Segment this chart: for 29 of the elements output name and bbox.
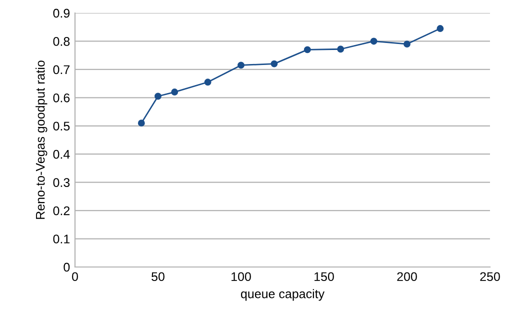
point — [337, 46, 344, 53]
y-tick-label: 0.6 — [53, 93, 70, 102]
x-axis-title: queue capacity — [240, 289, 325, 301]
point — [138, 120, 145, 127]
y-tick-label: 0.9 — [53, 8, 70, 18]
y-axis-title: Reno-to-Vegas goodput ratio — [36, 60, 48, 219]
x-tick-label: 200 — [397, 272, 417, 282]
y-tick-label: 0.1 — [53, 234, 70, 244]
y-tick-label: 0.7 — [53, 65, 70, 74]
point — [404, 40, 410, 48]
point — [204, 78, 212, 86]
point — [436, 25, 444, 32]
y-tick-label: 0.2 — [53, 206, 70, 216]
y-tick-label: 0.5 — [53, 122, 70, 131]
x-tick-label: 250 — [480, 272, 500, 282]
y-tick-label: 0.8 — [53, 37, 70, 46]
x-tick-label: 150 — [314, 272, 334, 282]
point — [154, 92, 162, 100]
point — [270, 60, 278, 68]
x-tick-label: 100 — [232, 272, 251, 282]
x-tick-label: 50 — [152, 272, 164, 282]
point — [304, 46, 311, 54]
y-tick-label: 0.4 — [53, 150, 70, 159]
point — [370, 38, 378, 45]
point — [238, 62, 244, 69]
x-tick-label: 0 — [72, 272, 78, 282]
point — [171, 88, 178, 96]
y-tick-label: 0 — [64, 262, 70, 272]
y-tick-label: 0.3 — [53, 178, 70, 187]
